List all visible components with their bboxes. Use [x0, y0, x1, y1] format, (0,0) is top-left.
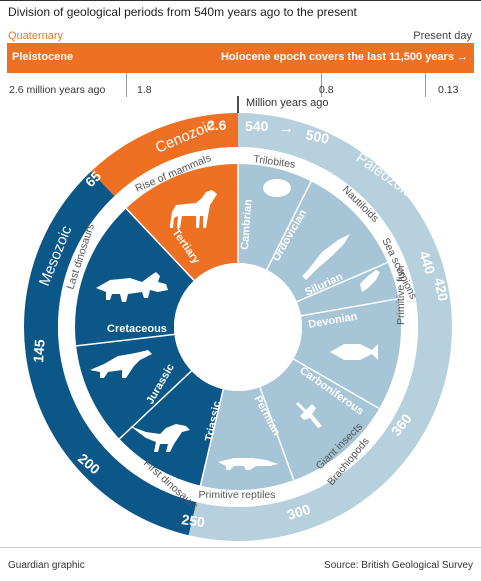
separator-cretaceous	[76, 333, 175, 347]
event-primitive-reptiles: Primitive reptiles	[198, 489, 275, 501]
triceratops-icon	[96, 272, 168, 302]
timeline-tick	[321, 73, 322, 97]
theropod-icon	[130, 424, 190, 452]
sector-cretaceous	[75, 208, 195, 346]
separator-jurassic	[118, 370, 192, 440]
ring-number-145: 145	[30, 339, 48, 364]
period-label-cambrian: Cambrian	[239, 198, 255, 250]
ring-number-300: 300	[285, 501, 312, 523]
separator-carboniferous	[293, 358, 380, 410]
ring-arrow: →	[278, 120, 294, 137]
footer-source: Source: British Geological Survey	[324, 560, 473, 571]
wheel-hub	[174, 263, 302, 391]
dragonfly-icon	[296, 402, 322, 428]
separator-silurian	[296, 261, 388, 303]
quaternary-label: Quaternary	[8, 30, 64, 42]
geological-wheel: Cenozoic Mesozoic Paleozoic 2.6 540 → 50…	[24, 96, 453, 541]
separator-triassic	[199, 389, 224, 486]
ring-number-2-6: 2.6	[207, 117, 227, 133]
separator-devonian	[300, 297, 399, 317]
ring-number-540: 540	[245, 118, 269, 134]
sea-scorpion-icon	[360, 270, 380, 292]
sector-ordovician	[266, 181, 388, 302]
scale-label-0-8: 0.8	[319, 84, 334, 96]
timeline-tick	[126, 73, 127, 97]
ring-number-500: 500	[304, 126, 330, 147]
pleistocene-label: Pleistocene	[12, 51, 74, 63]
period-label-cretaceous: Cretaceous	[107, 323, 167, 335]
footer-credit: Guardian graphic	[8, 560, 85, 571]
sector-jurassic	[76, 334, 192, 439]
sector-carboniferous	[259, 359, 380, 481]
page-title: Division of geological periods from 540m…	[8, 5, 357, 19]
horse-icon	[170, 190, 217, 228]
reptile-icon	[218, 458, 278, 470]
era-ring-paleozoic	[188, 113, 453, 541]
event-trilobites: Trilobites	[253, 153, 296, 171]
fish-icon	[330, 344, 378, 360]
ring-number-440: 440	[416, 249, 439, 276]
scale-label-0-13: 0.13	[438, 84, 459, 96]
scale-label-2-6: 2.6 million years ago	[9, 84, 106, 96]
period-separators	[76, 164, 399, 486]
scale-label-1-8: 1.8	[137, 84, 152, 96]
separator-permian	[259, 386, 295, 481]
holocene-label: Holocene epoch covers the last 11,500 ye…	[220, 51, 468, 63]
sector-cambrian	[238, 164, 312, 270]
present-day-label: Present day	[413, 30, 472, 42]
nautiloid-icon	[302, 234, 350, 280]
separator-tertiary	[125, 207, 195, 281]
million-years-ago-label: Million years ago	[246, 97, 329, 109]
era-ring-cenozoic	[91, 113, 238, 197]
trilobite-icon	[263, 179, 291, 197]
timeline-tick	[425, 73, 426, 97]
footer-rule	[0, 547, 481, 548]
separator-ordovician	[266, 181, 312, 271]
quaternary-bar: Pleistocene Holocene epoch covers the la…	[7, 43, 474, 73]
creature-icons	[90, 179, 380, 470]
top-rule	[0, 0, 481, 1]
era-ring-mesozoic	[24, 171, 197, 536]
sauropod-icon	[90, 350, 152, 378]
ring-number-420: 420	[431, 276, 452, 302]
ring-number-250: 250	[181, 511, 207, 530]
event-primitive-fish: Primitive fish	[395, 265, 407, 325]
